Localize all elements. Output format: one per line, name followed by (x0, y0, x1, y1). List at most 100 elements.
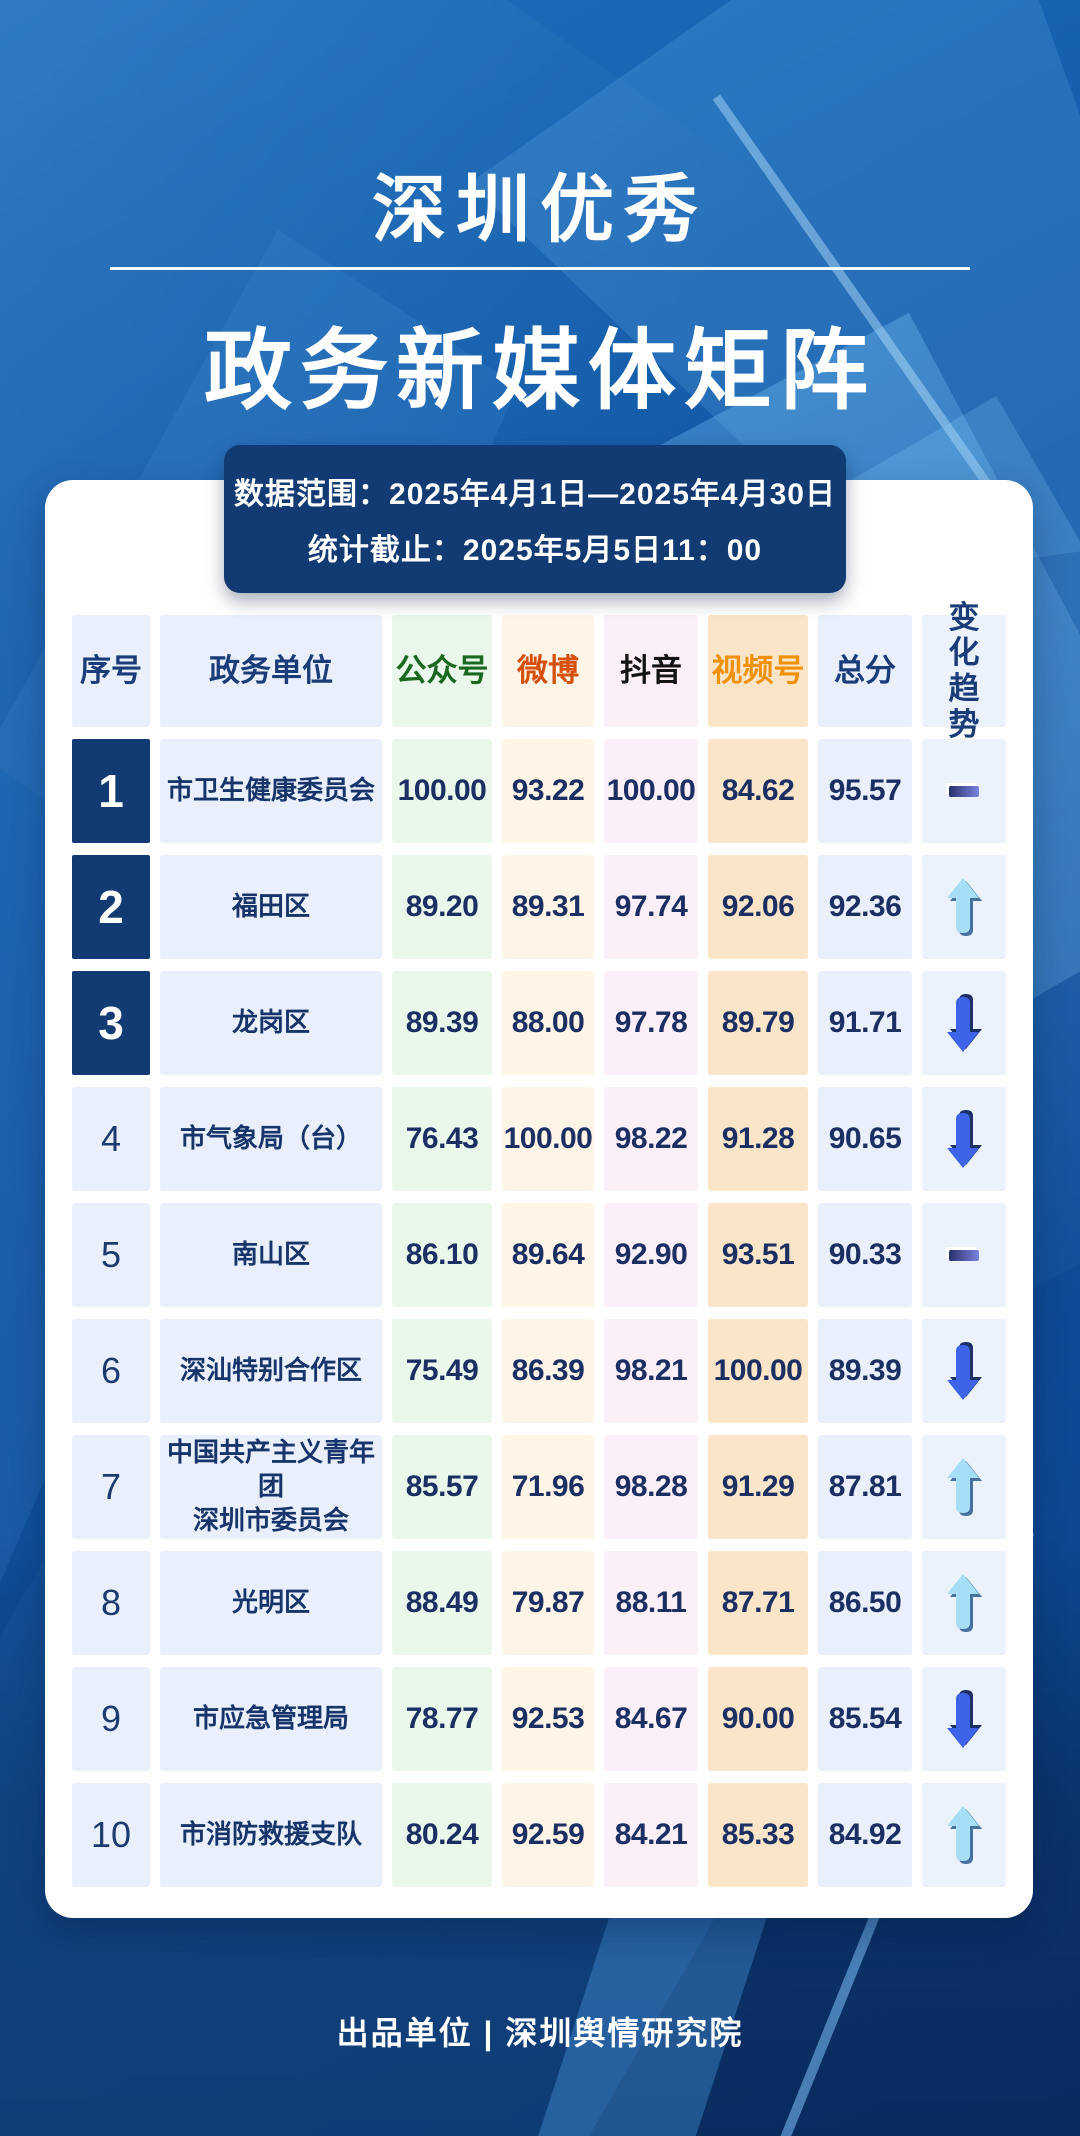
douyin-score: 92.90 (614, 1238, 688, 1271)
ranking-table: 序号 政务单位 公众号 微博 抖音 视频号 总分 变化趋势 1 市卫生健康委员会… (72, 600, 1006, 1887)
wechat-cell: 86.10 (392, 1203, 492, 1307)
total-cell: 84.92 (818, 1783, 912, 1887)
unit-cell: 市消防救援支队 (160, 1783, 382, 1887)
rank-cell: 8 (72, 1551, 150, 1655)
rank-cell: 6 (72, 1319, 150, 1423)
rank-cell: 4 (72, 1087, 150, 1191)
douyin-cell: 84.21 (604, 1783, 698, 1887)
douyin-cell: 97.78 (604, 971, 698, 1075)
unit-name: 龙岗区 (231, 1007, 310, 1038)
weibo-cell: 89.64 (502, 1203, 594, 1307)
header-weibo: 微博 (502, 615, 594, 727)
unit-name: 市气象局（台） (179, 1123, 362, 1154)
total-cell: 90.65 (818, 1087, 912, 1191)
credit-line: 出品单位 | 深圳舆情研究院 (336, 2015, 744, 2051)
channels-cell: 84.62 (708, 739, 808, 843)
douyin-score: 98.28 (614, 1470, 688, 1503)
wechat-score: 100.00 (397, 774, 487, 807)
weibo-cell: 79.87 (502, 1551, 594, 1655)
wechat-score: 86.10 (405, 1238, 479, 1271)
unit-cell: 市卫生健康委员会 (160, 739, 382, 843)
total-cell: 90.33 (818, 1203, 912, 1307)
unit-name: 光明区 (231, 1587, 310, 1618)
rank-cell: 3 (72, 971, 150, 1075)
trend-cell (922, 855, 1006, 959)
wechat-cell: 88.49 (392, 1551, 492, 1655)
title-divider (110, 267, 970, 270)
unit-name: 中国共产主义青年团 深圳市委员会 (166, 1437, 375, 1535)
douyin-score: 88.11 (615, 1586, 687, 1619)
total-score: 84.92 (828, 1818, 902, 1851)
weibo-score: 92.53 (511, 1702, 585, 1735)
trend-cell (922, 739, 1006, 843)
weibo-cell: 71.96 (502, 1435, 594, 1539)
stats-cutoff-line: 统计截止：2025年5月5日11：00 (307, 534, 763, 567)
channels-cell: 91.28 (708, 1087, 808, 1191)
header-trend: 变化趋势 (922, 600, 1006, 742)
unit-cell: 市气象局（台） (160, 1087, 382, 1191)
rank-number: 9 (100, 1698, 122, 1739)
total-cell: 92.36 (818, 855, 912, 959)
trend-up-icon (947, 878, 982, 936)
header-wechat: 公众号 (392, 615, 492, 727)
rank-number: 4 (100, 1118, 122, 1159)
header-rank: 序号 (72, 615, 150, 727)
wechat-cell: 89.20 (392, 855, 492, 959)
trend-cell (922, 1667, 1006, 1771)
rank-number: 8 (100, 1582, 122, 1623)
weibo-score: 93.22 (511, 774, 585, 807)
rank-cell: 5 (72, 1203, 150, 1307)
header-total: 总分 (818, 615, 912, 727)
channels-cell: 89.79 (708, 971, 808, 1075)
wechat-cell: 85.57 (392, 1435, 492, 1539)
trend-cell (922, 971, 1006, 1075)
weibo-cell: 89.31 (502, 855, 594, 959)
page-title-line1: 深圳优秀 (372, 168, 708, 251)
weibo-cell: 86.39 (502, 1319, 594, 1423)
unit-cell: 福田区 (160, 855, 382, 959)
channels-cell: 91.29 (708, 1435, 808, 1539)
channels-cell: 100.00 (708, 1319, 808, 1423)
wechat-cell: 76.43 (392, 1087, 492, 1191)
wechat-score: 76.43 (405, 1122, 479, 1155)
unit-cell: 光明区 (160, 1551, 382, 1655)
channels-score: 90.00 (721, 1702, 795, 1735)
weibo-score: 79.87 (511, 1586, 585, 1619)
total-cell: 85.54 (818, 1667, 912, 1771)
data-range-box: 数据范围：2025年4月1日—2025年4月30日 统计截止：2025年5月5日… (224, 445, 846, 593)
rank-number: 5 (100, 1234, 122, 1275)
total-score: 87.81 (828, 1470, 902, 1503)
page-title-line2: 政务新媒体矩阵 (203, 321, 876, 420)
douyin-cell: 97.74 (604, 855, 698, 959)
trend-up-icon (947, 1574, 982, 1632)
wechat-score: 75.49 (405, 1354, 479, 1387)
trend-up-icon (947, 1458, 982, 1516)
channels-score: 87.71 (721, 1586, 795, 1619)
channels-cell: 93.51 (708, 1203, 808, 1307)
total-score: 89.39 (828, 1354, 902, 1387)
channels-score: 93.51 (721, 1238, 795, 1271)
channels-score: 85.33 (721, 1818, 795, 1851)
douyin-score: 97.78 (614, 1006, 688, 1039)
channels-cell: 90.00 (708, 1667, 808, 1771)
total-score: 91.71 (828, 1006, 902, 1039)
douyin-cell: 92.90 (604, 1203, 698, 1307)
channels-score: 89.79 (721, 1006, 795, 1039)
wechat-score: 85.57 (405, 1470, 479, 1503)
wechat-score: 89.20 (405, 890, 479, 923)
total-score: 92.36 (828, 890, 902, 923)
total-score: 85.54 (828, 1702, 902, 1735)
weibo-cell: 92.59 (502, 1783, 594, 1887)
wechat-score: 80.24 (405, 1818, 479, 1851)
channels-score: 91.28 (721, 1122, 795, 1155)
douyin-score: 84.21 (614, 1818, 688, 1851)
total-cell: 87.81 (818, 1435, 912, 1539)
total-score: 86.50 (828, 1586, 902, 1619)
channels-score: 84.62 (721, 774, 795, 807)
wechat-score: 88.49 (405, 1586, 479, 1619)
wechat-cell: 80.24 (392, 1783, 492, 1887)
wechat-cell: 89.39 (392, 971, 492, 1075)
channels-score: 91.29 (721, 1470, 795, 1503)
total-cell: 89.39 (818, 1319, 912, 1423)
data-range-line: 数据范围：2025年4月1日—2025年4月30日 (234, 478, 836, 511)
